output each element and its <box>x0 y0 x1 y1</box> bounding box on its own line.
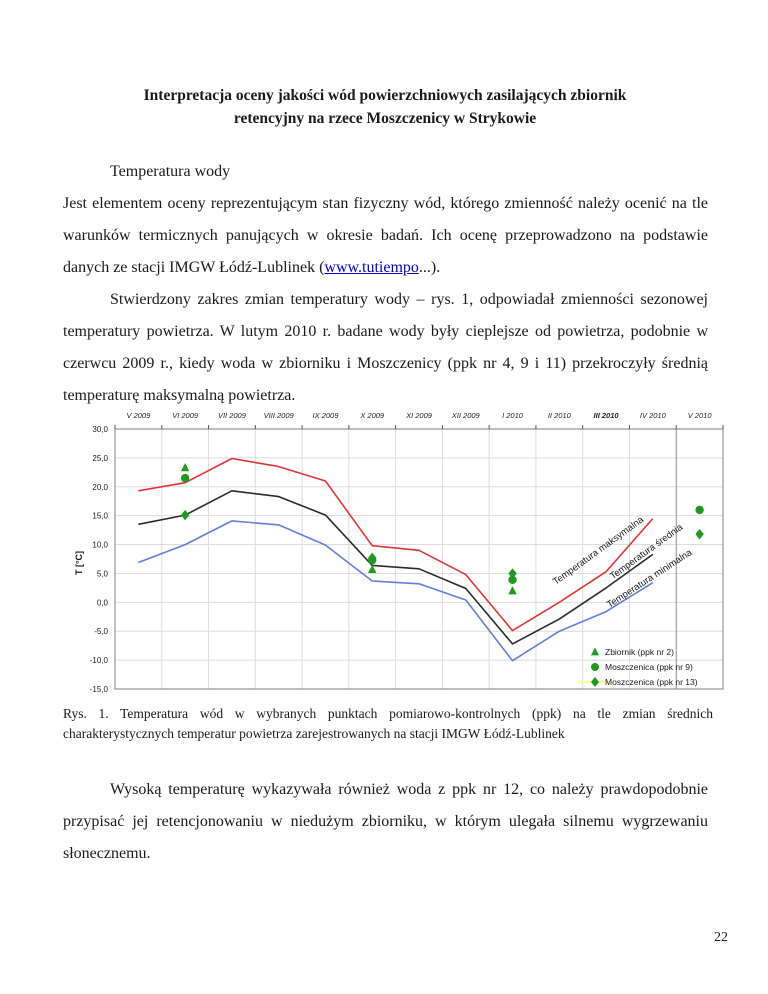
y-tick-label: -5,0 <box>94 627 108 636</box>
y-tick-label: 5,0 <box>97 569 109 578</box>
x-category-label: III 2010 <box>594 411 620 420</box>
y-tick-label: 0,0 <box>97 598 109 607</box>
document-title: Interpretacja oceny jakości wód powierzc… <box>63 84 707 130</box>
document-title-line2: retencyjny na rzece Moszczenicy w Stryko… <box>233 110 537 127</box>
y-axis-title: T [°C] <box>74 551 84 575</box>
x-category-label: X 2009 <box>359 411 385 420</box>
chart-plot-border <box>114 428 724 690</box>
y-tick-label: -15,0 <box>90 685 109 694</box>
figure-temperature-chart: -15,0 -10,0 -5,0 0,0 5,0 10,0 15,0 20,0 25,0 30,0… <box>74 411 724 694</box>
x-category-label: IV 2010 <box>640 411 667 420</box>
body-text-block-2: Wysoką temperaturę wykazywała również wo… <box>63 774 708 870</box>
y-tick-label: 30,0 <box>92 425 108 434</box>
x-category-label: IX 2009 <box>313 411 340 420</box>
document-title-line1: Interpretacja oceny jakości wód powierzc… <box>143 87 627 104</box>
paragraph-jest-elementem-tail: ...). <box>418 259 441 276</box>
points-zbiornik-ppk-nr-2- <box>180 463 517 595</box>
series-line-temperatura-maksymalna <box>138 457 654 632</box>
legend-label: Zbiornik (ppk nr 2) <box>605 647 674 657</box>
x-category-label: VI 2009 <box>172 411 199 420</box>
y-tick-label: 20,0 <box>92 483 108 492</box>
series-line-temperatura-średnia <box>138 490 654 645</box>
x-category-label: V 2010 <box>688 411 713 420</box>
paragraph-jest-elementem: Jest elementem oceny reprezentującym sta… <box>63 188 708 284</box>
y-tick-label: 10,0 <box>92 541 108 550</box>
x-category-label: II 2010 <box>548 411 572 420</box>
chart-month-labels: V 2009 VI 2009 VII 2009 VIII 2009 IX 2009 X 2… <box>126 411 712 420</box>
chart-legend: Zbiornik (ppk nr 2) Moszczenica (ppk nr 9… <box>578 647 698 687</box>
series-line-temperatura-minimalna <box>138 520 654 662</box>
page-number: 22 <box>714 930 728 945</box>
legend-label: Moszczenica (ppk nr 9) <box>605 662 693 672</box>
x-category-label: I 2010 <box>502 411 524 420</box>
x-category-label: V 2009 <box>126 411 151 420</box>
chart-y-axis-labels: -15,0 -10,0 -5,0 0,0 5,0 10,0 15,0 20,0 25,0 30,0 <box>90 425 109 694</box>
chart-gridlines <box>115 429 723 689</box>
x-category-label: VIII 2009 <box>264 411 295 420</box>
x-category-label: XI 2009 <box>405 411 433 420</box>
figure-caption: Rys. 1. Temperatura wód w wybranych punk… <box>63 706 713 741</box>
paragraph-wysoka-temperatura: Wysoką temperaturę wykazywała również wo… <box>63 781 708 862</box>
y-tick-label: 15,0 <box>92 512 108 521</box>
chart-top-axis-ticks <box>114 425 724 429</box>
paragraph-jest-elementem-text: Jest elementem oceny reprezentującym sta… <box>63 195 708 276</box>
paragraph-stwierdzony-zakres: Stwierdzony zakres zmian temperatury wod… <box>63 291 708 404</box>
legend-label: Moszczenica (ppk nr 13) <box>605 677 698 687</box>
x-category-label: XII 2009 <box>451 411 481 420</box>
x-category-label: VII 2009 <box>218 411 247 420</box>
paragraph-temperatura-wody: Temperatura wody <box>110 163 231 180</box>
link-tutiempo[interactable]: www.tutiempo <box>324 259 419 276</box>
body-text-block-1: Temperatura wody Jest elementem oceny re… <box>63 156 708 412</box>
y-tick-label: -10,0 <box>90 656 109 665</box>
y-tick-label: 25,0 <box>92 454 108 463</box>
